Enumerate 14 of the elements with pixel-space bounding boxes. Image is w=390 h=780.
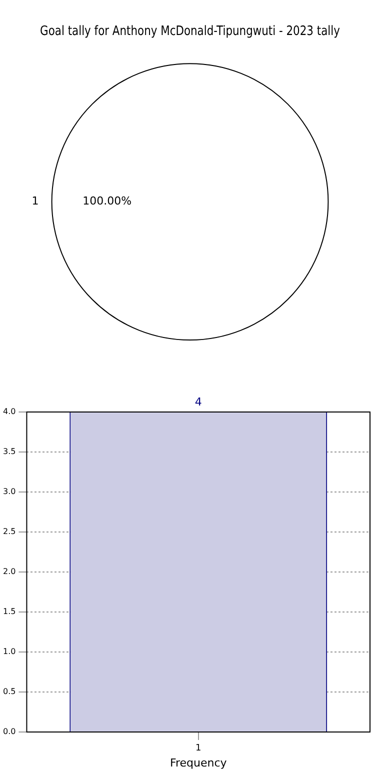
slice-label: 1 [32, 194, 39, 208]
y-tick-label: 3.5 [2, 447, 16, 456]
chart-title: Goal tally for Anthony McDonald-Tipungwuti - 2023 tally [40, 23, 340, 38]
y-tick-label: 3.0 [2, 487, 16, 496]
y-tick-label: 4.0 [2, 407, 16, 416]
data-label: 4 [194, 395, 202, 408]
y-tick-label: 0.5 [2, 687, 16, 696]
x-axis-title: Frequency [170, 756, 228, 770]
y-tick-label: 2.5 [2, 527, 16, 536]
y-tick-label: 1.0 [2, 647, 16, 656]
data-label: 100.00% [82, 194, 132, 208]
y-tick-label: 2.0 [2, 567, 16, 576]
y-tick-label: 0.0 [2, 727, 16, 736]
y-tick-label: 1.5 [2, 607, 16, 616]
